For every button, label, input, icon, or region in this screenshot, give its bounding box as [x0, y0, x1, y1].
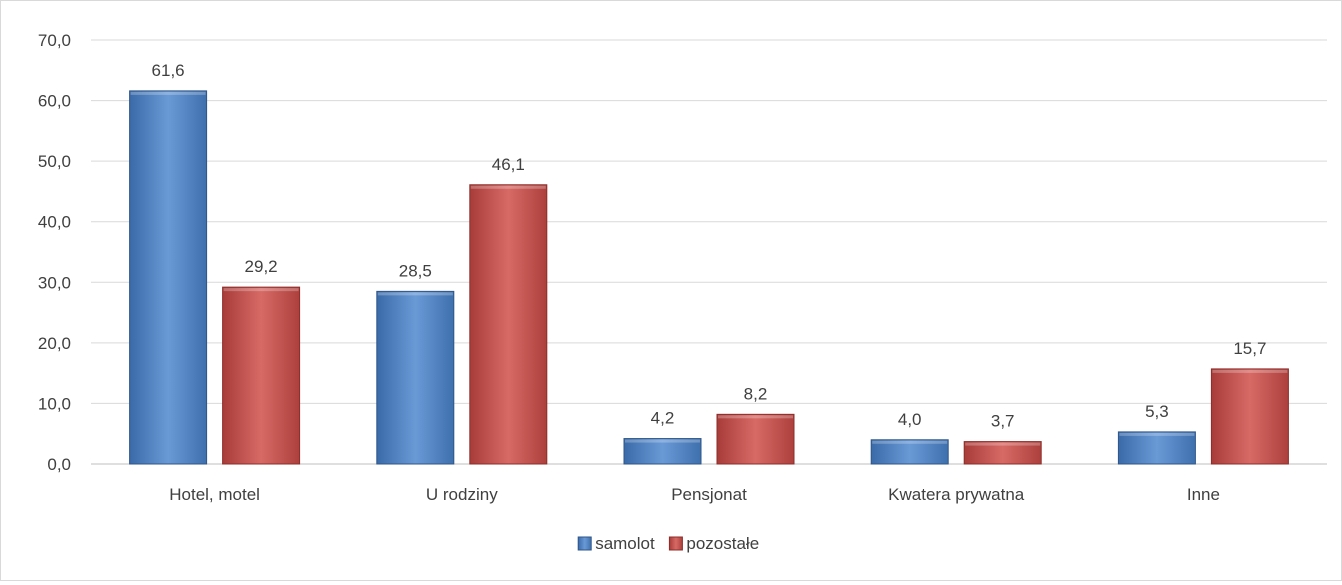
bar-pozostałe-2	[716, 413, 795, 465]
bar-highlight	[625, 439, 700, 443]
data-label: 4,0	[898, 410, 922, 429]
legend: samolot pozostałe	[577, 534, 759, 553]
x-tick-label: U rodziny	[426, 485, 498, 504]
data-label: 5,3	[1145, 402, 1169, 421]
x-axis-ticks: Hotel, motel U rodziny Pensjonat Kwatera pr…	[169, 485, 1220, 504]
bar-highlight	[718, 415, 793, 419]
data-label: 4,2	[651, 409, 675, 428]
bar-highlight	[1119, 432, 1195, 436]
legend-swatch-samolot	[577, 536, 592, 551]
legend-label: pozostałe	[686, 534, 759, 553]
bar-samolot-1	[376, 290, 455, 465]
data-label: 3,7	[991, 412, 1015, 431]
bars	[129, 90, 1289, 465]
y-tick-label: 20,0	[38, 334, 71, 353]
y-tick-label: 70,0	[38, 31, 71, 50]
y-tick-label: 10,0	[38, 394, 71, 413]
data-label: 61,6	[152, 61, 185, 80]
data-labels: 61,6 29,2 28,5 46,1 4,2 8,2 4,0 3,7 5,3 15,7	[152, 61, 1267, 431]
bar-highlight	[965, 442, 1041, 446]
bar-highlight	[872, 440, 948, 444]
bar-pozostałe-0	[222, 286, 301, 465]
bar-highlight	[1212, 369, 1288, 373]
y-tick-label: 40,0	[38, 213, 71, 232]
y-tick-label: 50,0	[38, 152, 71, 171]
bar-samolot-2	[623, 438, 702, 465]
x-tick-label: Inne	[1187, 485, 1220, 504]
legend-label: samolot	[595, 534, 655, 553]
data-label: 8,2	[744, 384, 768, 403]
bar-highlight	[130, 91, 206, 95]
y-tick-label: 30,0	[38, 273, 71, 292]
bar-pozostałe-4	[1210, 368, 1289, 465]
data-label: 29,2	[245, 257, 278, 276]
bar-pozostałe-3	[963, 441, 1042, 465]
x-tick-label: Pensjonat	[671, 485, 747, 504]
bar-samolot-0	[129, 90, 208, 465]
bar-pozostałe-1	[469, 184, 548, 465]
y-axis-ticks: 0,0 10,0 20,0 30,0 40,0 50,0 60,0 70,0	[38, 31, 71, 474]
bar-samolot-4	[1117, 431, 1196, 465]
bar-highlight	[223, 288, 299, 292]
y-tick-label: 0,0	[47, 455, 71, 474]
data-label: 28,5	[399, 261, 432, 280]
y-tick-label: 60,0	[38, 92, 71, 111]
bar-highlight	[470, 185, 546, 189]
bar-highlight	[377, 292, 453, 296]
bar-samolot-3	[870, 439, 949, 465]
x-tick-label: Kwatera prywatna	[888, 485, 1025, 504]
legend-swatch-pozostałe	[668, 536, 683, 551]
data-label: 15,7	[1233, 339, 1266, 358]
data-label: 46,1	[492, 155, 525, 174]
x-tick-label: Hotel, motel	[169, 485, 260, 504]
